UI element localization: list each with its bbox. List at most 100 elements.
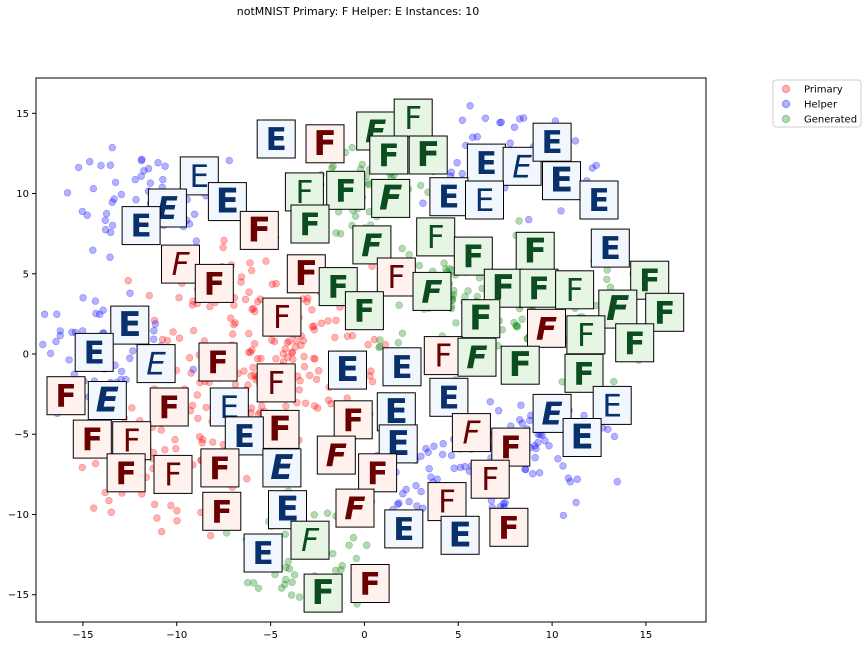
legend-frame <box>772 79 862 128</box>
thumbnail-generated-f: F <box>615 323 655 363</box>
scatter-point-primary <box>245 288 253 296</box>
thumbnail-glyph: F <box>204 266 225 302</box>
scatter-point-helper <box>422 444 430 453</box>
thumbnail-frame <box>74 332 114 372</box>
thumbnail-glyph: E <box>600 231 621 267</box>
scatter-point-primary <box>173 517 181 525</box>
thumbnail-glyph: E <box>438 380 459 416</box>
scatter-point-primary <box>150 500 159 509</box>
thumbnail-generated-f: F <box>453 236 493 276</box>
scatter-point-primary <box>310 402 319 410</box>
x-tick-label: 15 <box>640 630 653 641</box>
thumbnail-glyph: E <box>270 448 293 488</box>
scatter-point-helper <box>40 310 49 318</box>
scatter-point-generated <box>329 549 337 558</box>
scatter-point-primary <box>301 399 310 407</box>
thumbnail-glyph: E <box>602 388 622 424</box>
scatter-point-helper <box>425 465 433 473</box>
thumbnail-helper-e: E <box>328 350 367 390</box>
legend-marker-generated <box>781 114 791 124</box>
scatter-point-generated <box>417 181 425 190</box>
scatter-point-generated <box>395 301 403 309</box>
scatter-point-primary <box>304 294 312 302</box>
scatter-point-primary <box>288 349 296 357</box>
scatter-point-helper <box>516 416 524 424</box>
scatter-point-primary <box>230 320 238 329</box>
thumbnail-glyph: E <box>550 161 573 201</box>
scatter-point-primary <box>303 297 311 306</box>
scatter-point-primary <box>169 328 177 336</box>
thumbnail-glyph: F <box>248 210 271 250</box>
scatter-point-primary <box>272 355 280 363</box>
scatter-point-helper <box>117 190 126 199</box>
scatter-point-primary <box>313 404 322 412</box>
scatter-point-helper <box>510 123 519 132</box>
scatter-point-helper <box>91 297 100 305</box>
thumbnail-primary-f: F <box>46 376 86 416</box>
scatter-point-helper <box>89 184 98 193</box>
thumbnail-glyph: F <box>343 403 364 439</box>
thumbnail-frame <box>194 263 234 303</box>
thumbnail-primary-f: F <box>106 453 146 493</box>
x-axis: −15 −10 −5 0 5 10 15 <box>72 622 652 641</box>
y-tick-label: −10 <box>8 510 29 521</box>
thumbnail-glyph: F <box>295 175 313 211</box>
thumbnail-glyph: E <box>216 182 239 222</box>
thumbnail-frame <box>239 210 279 250</box>
scatter-point-helper <box>557 207 565 215</box>
scatter-point-primary <box>163 336 172 345</box>
thumbnail-frame <box>451 413 491 453</box>
scatter-point-generated <box>603 275 611 284</box>
scatter-point-helper <box>564 474 573 482</box>
legend: Primary Helper Generated <box>772 79 862 128</box>
scatter-point-primary <box>343 332 352 340</box>
scatter-point-primary <box>246 348 255 356</box>
scatter-point-primary <box>308 306 316 314</box>
thumbnail-glyph: F <box>267 366 285 402</box>
thumbnail-frame <box>358 453 398 493</box>
scatter-point-helper <box>92 309 100 318</box>
scatter-point-helper <box>106 253 114 261</box>
scatter-point-generated <box>254 584 263 592</box>
thumbnail-glyph: F <box>573 356 594 392</box>
thumbnail-primary-f: F <box>200 448 240 488</box>
scatter-point-helper <box>495 407 503 415</box>
scatter-point-primary <box>254 355 262 363</box>
x-tick-label: −10 <box>166 630 187 641</box>
scatter-point-helper <box>541 436 549 445</box>
scatter-point-primary <box>219 243 227 252</box>
scatter-point-primary <box>310 322 318 330</box>
thumbnail-frame <box>136 344 176 384</box>
scatter-point-generated <box>295 593 304 601</box>
scatter-point-helper <box>496 118 504 127</box>
scatter-point-primary <box>161 446 169 454</box>
thumbnail-glyph: F <box>378 138 399 174</box>
scatter-point-generated <box>285 564 293 573</box>
scatter-point-helper <box>83 211 91 219</box>
thumbnail-glyph: F <box>326 438 347 474</box>
thumbnail-generated-f: F <box>344 291 384 331</box>
scatter-point-primary <box>364 341 372 349</box>
thumbnail-glyph: F <box>387 260 405 296</box>
thumbnail-glyph: F <box>335 173 356 209</box>
thumbnail-frame <box>335 488 375 528</box>
scatter-point-generated <box>284 557 292 566</box>
thumbnail-frame <box>371 178 411 218</box>
scatter-point-primary <box>270 337 279 346</box>
scatter-point-generated <box>290 571 299 579</box>
scatter-point-helper <box>46 349 55 358</box>
legend-label-primary: Primary <box>804 85 843 96</box>
scatter-point-primary <box>245 348 253 356</box>
thumbnail-generated-f: F <box>500 345 540 385</box>
thumbnail-frame <box>542 161 581 201</box>
scatter-point-generated <box>376 342 384 351</box>
scatter-point-helper <box>129 347 137 355</box>
scatter-point-generated <box>352 554 361 563</box>
thumbnail-glyph: E <box>146 347 166 383</box>
thumbnail-glyph: F <box>469 299 492 339</box>
scatter-point-primary <box>157 426 166 434</box>
scatter-point-helper <box>52 337 60 346</box>
scatter-point-generated <box>282 563 290 572</box>
scatter-point-helper <box>151 320 160 328</box>
scatter-point-primary <box>368 377 377 386</box>
